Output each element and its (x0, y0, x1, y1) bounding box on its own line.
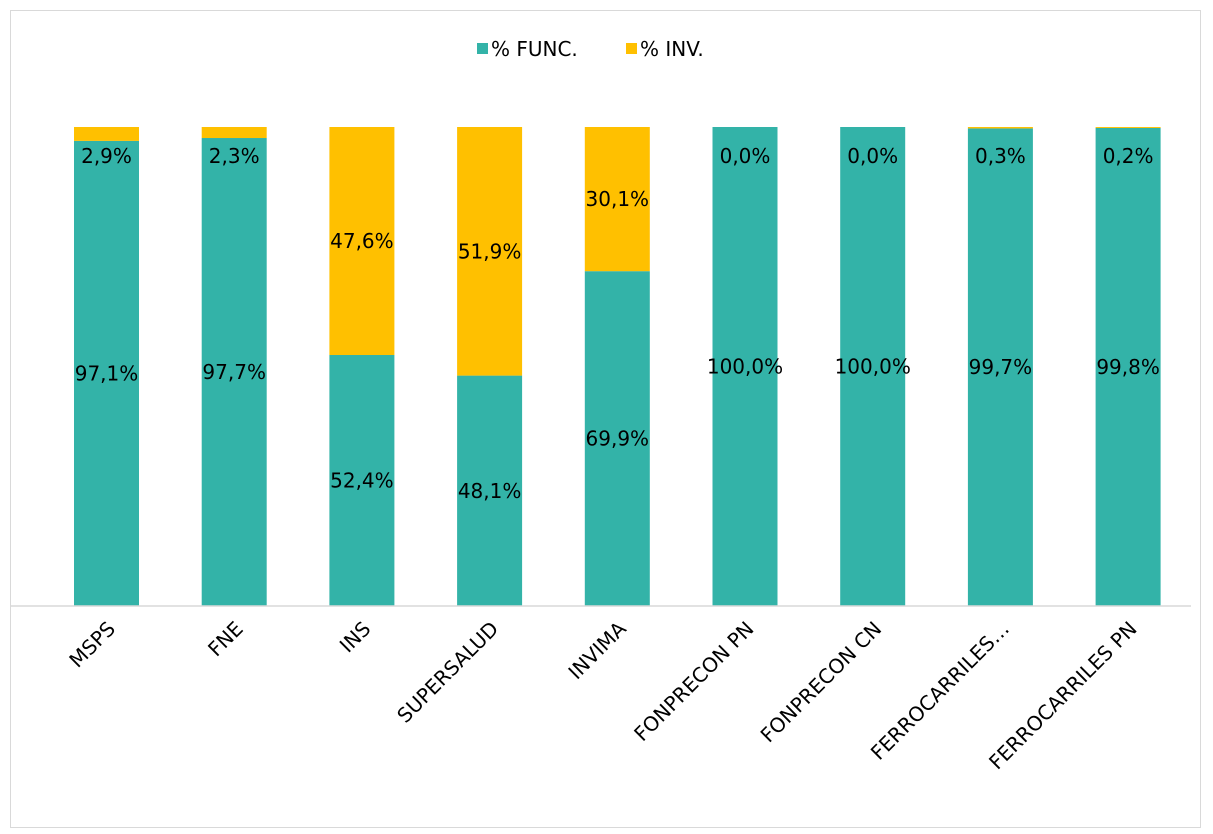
data-label-func-1: 97,7% (202, 360, 266, 384)
x-tick-label-5: FONPRECON PN (629, 617, 758, 746)
bar-func-8 (1095, 127, 1161, 606)
bar-inv-0 (74, 127, 139, 141)
bar-inv-1 (201, 127, 267, 139)
data-label-inv-8: 0,2% (1103, 144, 1154, 168)
bar-inv-4 (584, 127, 650, 272)
data-label-inv-6: 0,0% (847, 144, 898, 168)
x-tick-label-6: FONPRECON CN (756, 617, 887, 748)
legend-label-0: % FUNC. (491, 37, 578, 61)
data-label-inv-5: 0,0% (720, 144, 771, 168)
data-label-inv-2: 47,6% (330, 229, 394, 253)
bar-func-7 (967, 128, 1033, 606)
bars (74, 127, 1161, 607)
bar-func-3 (457, 375, 523, 606)
data-label-inv-4: 30,1% (586, 187, 650, 211)
bar-func-6 (840, 127, 906, 606)
legend-label-1: % INV. (640, 37, 704, 61)
bar-func-1 (201, 138, 267, 606)
legend-swatch-0 (477, 43, 488, 54)
data-label-inv-3: 51,9% (458, 239, 522, 263)
legend-swatch-1 (626, 43, 637, 54)
x-tick-label-3: SUPERSALUD (392, 617, 503, 728)
x-tick-label-7: FERROCARRILES… (866, 617, 1014, 765)
bar-func-4 (584, 271, 650, 606)
bar-inv-7 (967, 127, 1033, 129)
legend: % FUNC. % INV. (477, 37, 704, 61)
data-labels: 97,1% 2,9% 97,7% 2,3% 52,4% 47,6% 48,1% 51,9% 69… (75, 144, 1160, 503)
bar-func-0 (74, 140, 139, 607)
x-tick-label-2: INS (335, 617, 376, 658)
data-label-inv-1: 2,3% (209, 144, 260, 168)
data-label-inv-0: 2,9% (81, 144, 132, 168)
x-tick-label-0: MSPS (64, 617, 120, 673)
data-label-func-7: 99,7% (969, 355, 1033, 379)
bar-func-2 (329, 355, 395, 606)
data-label-func-5: 100,0% (707, 355, 783, 379)
data-label-func-0: 97,1% (75, 361, 139, 385)
data-label-func-6: 100,0% (835, 355, 911, 379)
bar-inv-8 (1095, 127, 1161, 128)
bar-inv-3 (457, 127, 523, 376)
data-label-func-8: 99,8% (1096, 355, 1160, 379)
data-label-inv-7: 0,3% (975, 144, 1026, 168)
x-tick-label-8: FERROCARRILES PN (984, 617, 1142, 775)
data-label-func-2: 52,4% (330, 469, 394, 493)
data-label-func-4: 69,9% (586, 427, 650, 451)
x-tick-label-4: INVIMA (563, 616, 631, 684)
data-label-func-3: 48,1% (458, 479, 522, 503)
bar-inv-2 (329, 127, 395, 356)
bar-func-5 (712, 127, 778, 606)
x-tick-label-1: FNE (203, 617, 248, 662)
